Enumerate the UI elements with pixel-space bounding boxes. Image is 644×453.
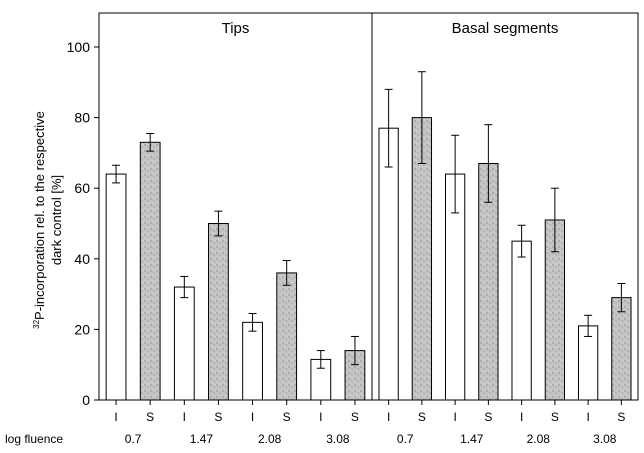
y-tick-label: 100 — [67, 39, 91, 55]
panel-title: Basal segments — [452, 20, 559, 37]
y-tick-label: 60 — [74, 180, 90, 196]
x-tick-label: I — [387, 410, 390, 424]
bar-I — [242, 321, 263, 401]
log-fluence-value: 2.08 — [527, 432, 551, 446]
y-axis-label-line1: P-incorporation rel. to the respective — [32, 111, 47, 320]
bar-I — [173, 286, 195, 401]
x-tick-label: I — [114, 410, 117, 424]
bar-I — [511, 240, 532, 401]
y-tick-label: 20 — [74, 321, 90, 337]
panel-title: Tips — [222, 20, 250, 37]
plot-frame — [98, 12, 639, 401]
x-tick-label: I — [319, 410, 322, 424]
x-tick-label: S — [418, 410, 426, 424]
y-tick-label: 40 — [74, 251, 90, 267]
x-tick-label: S — [484, 410, 492, 424]
x-tick-label: I — [183, 410, 186, 424]
y-axis-label-line2: dark control [%] — [49, 175, 64, 265]
log-fluence-value: 3.08 — [593, 432, 617, 446]
x-tick-label: S — [351, 410, 359, 424]
bar-I — [105, 173, 127, 401]
y-tick-label: 80 — [74, 110, 90, 126]
x-tick-label: I — [251, 410, 254, 424]
log-fluence-value: 1.47 — [460, 432, 484, 446]
bar-I — [378, 127, 399, 401]
y-axis-label-superscript: 32 — [32, 319, 41, 328]
bar-S — [139, 141, 161, 401]
log-fluence-value: 3.08 — [326, 432, 350, 446]
x-tick-label: S — [214, 410, 222, 424]
log-fluence-label: log fluence — [5, 432, 63, 446]
bar-I — [577, 325, 599, 401]
log-fluence-value: 1.47 — [190, 432, 214, 446]
x-tick-label: I — [586, 410, 589, 424]
x-tick-label: S — [146, 410, 154, 424]
x-tick-label: I — [520, 410, 523, 424]
bar-S — [208, 223, 229, 401]
log-fluence-value: 2.08 — [258, 432, 282, 446]
y-axis-label: 32P-incorporation rel. to the respective — [32, 111, 47, 329]
x-tick-label: S — [551, 410, 559, 424]
bar-S — [611, 297, 632, 401]
log-fluence-value: 0.7 — [397, 432, 414, 446]
bar-S — [276, 272, 298, 401]
x-tick-label: I — [453, 410, 456, 424]
log-fluence-value: 0.7 — [125, 432, 142, 446]
x-tick-label: S — [283, 410, 291, 424]
x-tick-label: S — [617, 410, 625, 424]
y-tick-label: 0 — [82, 392, 90, 408]
